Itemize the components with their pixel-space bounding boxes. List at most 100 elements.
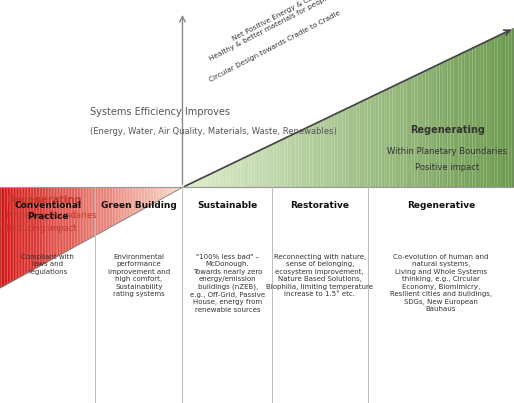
Polygon shape: [111, 187, 113, 227]
Polygon shape: [337, 112, 340, 187]
Polygon shape: [301, 129, 304, 187]
Polygon shape: [90, 187, 91, 239]
Polygon shape: [406, 79, 409, 187]
Text: Compliant with
laws and
regulations: Compliant with laws and regulations: [22, 254, 74, 275]
Polygon shape: [205, 175, 207, 187]
Polygon shape: [511, 28, 514, 187]
Text: Within Planetary Boundaries: Within Planetary Boundaries: [387, 147, 507, 156]
Polygon shape: [285, 137, 287, 187]
Polygon shape: [143, 187, 144, 209]
Polygon shape: [53, 187, 54, 259]
Polygon shape: [508, 29, 511, 187]
Polygon shape: [431, 66, 434, 187]
Polygon shape: [151, 187, 152, 205]
Text: "100% less bad" –
McDonough.
Towards nearly zero
energy/emission
buildings (nZEB: "100% less bad" – McDonough. Towards nea…: [190, 254, 265, 313]
Polygon shape: [100, 187, 102, 233]
Polygon shape: [58, 187, 59, 256]
Polygon shape: [373, 95, 376, 187]
Polygon shape: [137, 187, 138, 213]
Polygon shape: [376, 93, 379, 187]
Polygon shape: [296, 132, 299, 187]
Polygon shape: [40, 187, 41, 266]
Polygon shape: [359, 101, 362, 187]
Polygon shape: [6, 187, 8, 285]
Polygon shape: [417, 73, 420, 187]
Text: Circular Design towards Cradle to Cradle: Circular Design towards Cradle to Cradle: [208, 9, 341, 83]
Polygon shape: [122, 187, 123, 221]
Polygon shape: [88, 187, 90, 239]
Polygon shape: [329, 116, 332, 187]
Polygon shape: [249, 154, 251, 187]
Polygon shape: [351, 105, 354, 187]
Polygon shape: [134, 187, 135, 214]
Polygon shape: [71, 187, 73, 249]
Polygon shape: [108, 187, 109, 229]
Polygon shape: [117, 187, 119, 224]
Polygon shape: [393, 85, 395, 187]
Polygon shape: [125, 187, 126, 219]
Polygon shape: [326, 117, 329, 187]
Polygon shape: [23, 187, 24, 276]
Polygon shape: [116, 187, 117, 224]
Polygon shape: [271, 143, 273, 187]
Polygon shape: [370, 96, 373, 187]
Polygon shape: [163, 187, 164, 198]
Polygon shape: [73, 187, 75, 248]
Polygon shape: [82, 187, 84, 243]
Polygon shape: [277, 141, 279, 187]
Polygon shape: [154, 187, 155, 204]
Polygon shape: [437, 64, 439, 187]
Polygon shape: [216, 170, 218, 187]
Polygon shape: [263, 147, 265, 187]
Polygon shape: [384, 89, 387, 187]
Polygon shape: [12, 187, 14, 281]
Polygon shape: [158, 187, 160, 201]
Polygon shape: [155, 187, 157, 202]
Polygon shape: [254, 152, 257, 187]
Polygon shape: [241, 158, 243, 187]
Polygon shape: [84, 187, 85, 242]
Polygon shape: [243, 157, 246, 187]
Polygon shape: [81, 187, 82, 244]
Polygon shape: [472, 47, 475, 187]
Polygon shape: [464, 51, 467, 187]
Polygon shape: [210, 173, 213, 187]
Polygon shape: [409, 77, 412, 187]
Polygon shape: [315, 123, 318, 187]
Polygon shape: [439, 63, 442, 187]
Polygon shape: [304, 128, 307, 187]
Text: Reconnecting with nature,
sense of belonging,
ecosystem improvement,
Nature Base: Reconnecting with nature, sense of belon…: [266, 254, 373, 297]
Text: Positive impact: Positive impact: [415, 163, 479, 172]
Polygon shape: [38, 187, 40, 267]
Polygon shape: [323, 118, 326, 187]
Polygon shape: [309, 125, 313, 187]
Polygon shape: [335, 113, 337, 187]
Polygon shape: [500, 33, 503, 187]
Polygon shape: [287, 136, 290, 187]
Text: Green Building: Green Building: [101, 202, 177, 210]
Polygon shape: [172, 187, 173, 193]
Polygon shape: [15, 187, 17, 280]
Text: Co-evolution of human and
natural systems,
Living and Whole Systems
thinking, e.: Co-evolution of human and natural system…: [390, 254, 492, 312]
Polygon shape: [365, 98, 368, 187]
Polygon shape: [506, 31, 508, 187]
Polygon shape: [475, 46, 478, 187]
Text: Regenerating: Regenerating: [410, 125, 485, 135]
Polygon shape: [93, 187, 94, 237]
Polygon shape: [33, 187, 35, 270]
Polygon shape: [368, 97, 370, 187]
Polygon shape: [76, 187, 78, 246]
Polygon shape: [299, 130, 301, 187]
Polygon shape: [453, 56, 456, 187]
Polygon shape: [47, 187, 49, 262]
Polygon shape: [169, 187, 170, 195]
Polygon shape: [173, 187, 175, 193]
Polygon shape: [132, 187, 134, 215]
Polygon shape: [395, 84, 398, 187]
Polygon shape: [79, 187, 81, 245]
Polygon shape: [97, 187, 99, 235]
Polygon shape: [52, 187, 53, 260]
Polygon shape: [91, 187, 93, 238]
Polygon shape: [26, 187, 27, 274]
Polygon shape: [109, 187, 111, 228]
